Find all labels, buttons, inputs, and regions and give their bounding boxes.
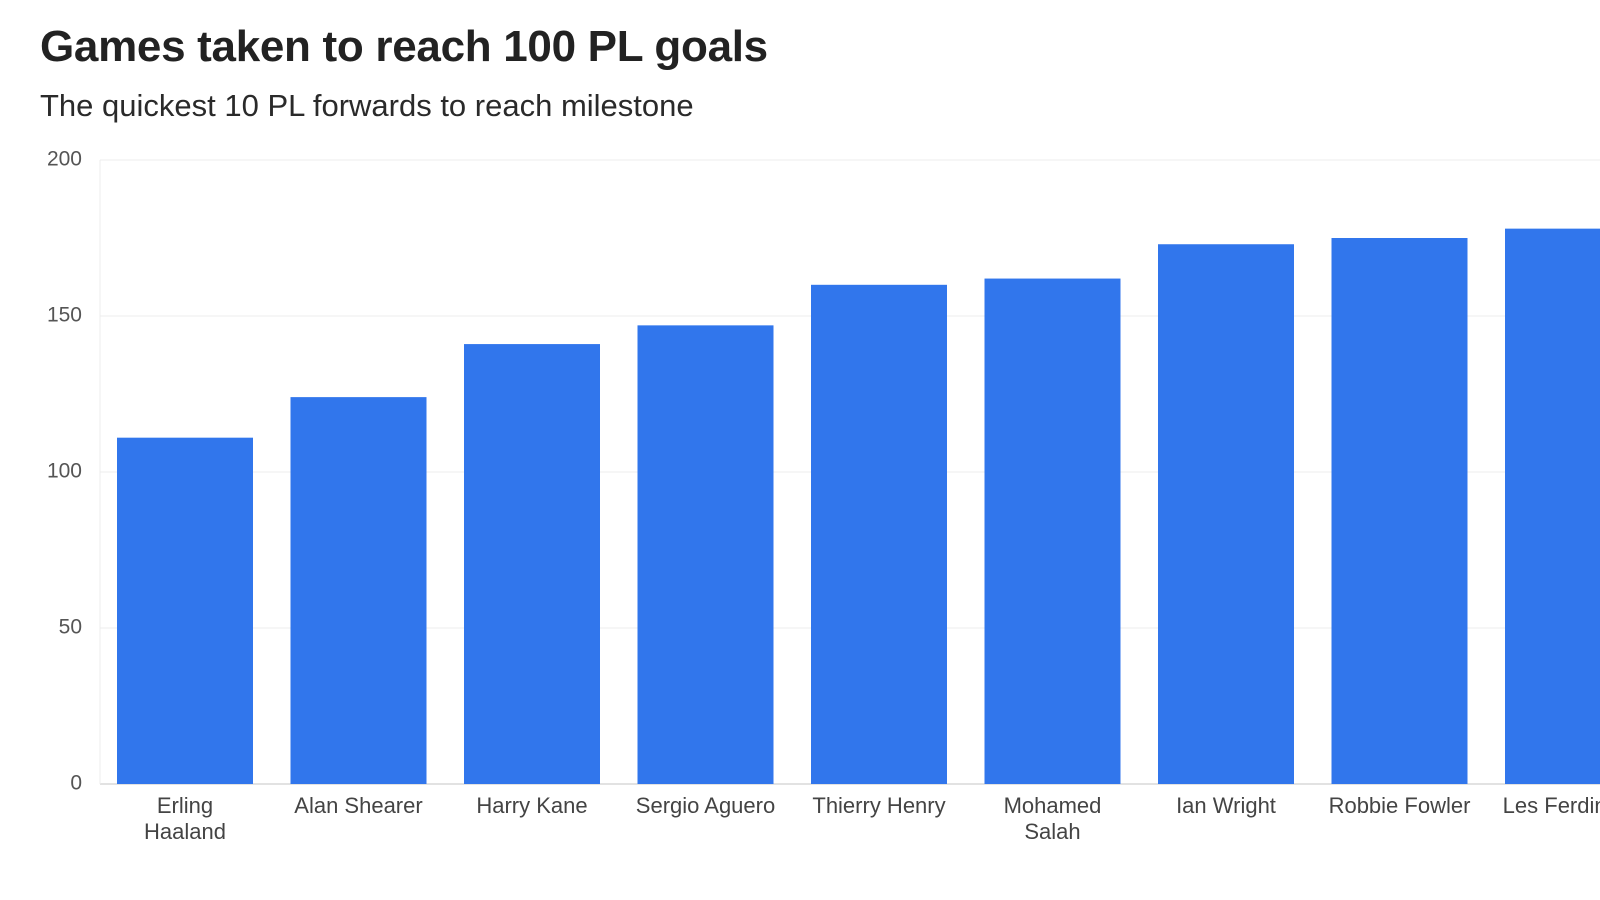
x-tick-label: Haaland <box>144 819 226 844</box>
y-tick-label: 50 <box>59 616 82 639</box>
y-tick-label: 150 <box>47 304 82 327</box>
x-tick-label: Erling <box>157 793 213 818</box>
bar-les-ferdinand <box>1505 228 1600 784</box>
chart-title: Games taken to reach 100 PL goals <box>40 22 768 71</box>
y-tick-label: 100 <box>47 460 82 483</box>
y-tick-label: 200 <box>47 148 82 171</box>
x-tick-label: Mohamed <box>1004 793 1102 818</box>
bar-ian-wright <box>1158 244 1294 785</box>
bar-robbie-fowler <box>1331 238 1468 784</box>
x-category-label: Alan Shearer <box>294 793 422 818</box>
bar-harry-kane <box>464 344 600 784</box>
x-category-label: Thierry Henry <box>812 793 945 818</box>
bar-erling-haaland <box>117 437 253 784</box>
x-tick-label: Ian Wright <box>1176 793 1276 818</box>
x-tick-label: Alan Shearer <box>294 793 422 818</box>
x-tick-label: Robbie Fowler <box>1329 793 1471 818</box>
x-category-label: Ian Wright <box>1176 793 1276 818</box>
chart-subtitle: The quickest 10 PL forwards to reach mil… <box>40 88 694 123</box>
x-tick-label: Salah <box>1024 819 1080 844</box>
bar-thierry-henry <box>811 284 947 784</box>
y-axis-ticks: 0 50 100 150 200 <box>47 148 82 795</box>
bar-mohamed-salah <box>984 278 1121 784</box>
bar-alan-shearer <box>290 397 427 784</box>
bars <box>117 228 1600 785</box>
x-tick-label: Sergio Aguero <box>636 793 775 818</box>
bar-sergio-aguero <box>637 325 774 784</box>
x-category-label: Robbie Fowler <box>1329 793 1471 818</box>
x-category-label: Sergio Aguero <box>636 793 775 818</box>
x-tick-label: Les Ferdinand <box>1503 793 1600 818</box>
x-tick-label: Harry Kane <box>476 793 587 818</box>
x-category-label: Les Ferdinand <box>1503 793 1600 818</box>
x-category-label: Harry Kane <box>476 793 587 818</box>
x-tick-label: Thierry Henry <box>812 793 945 818</box>
y-tick-label: 0 <box>70 772 82 795</box>
